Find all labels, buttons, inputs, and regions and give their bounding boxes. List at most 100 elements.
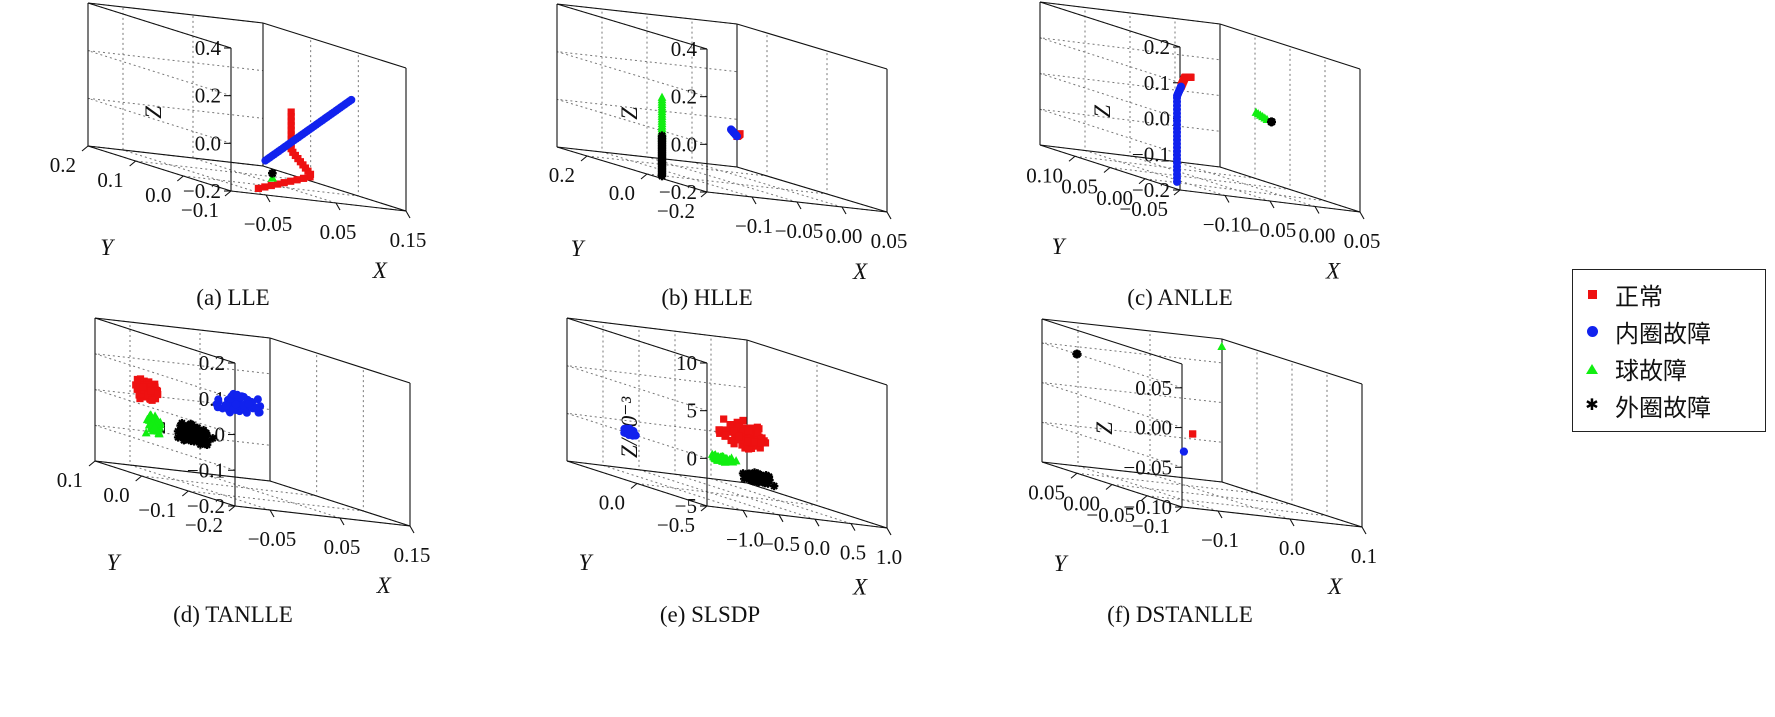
z-tick-label: 0.2 bbox=[1144, 35, 1170, 59]
green-triangle-marker-icon bbox=[1581, 358, 1603, 380]
series-circle bbox=[1173, 82, 1185, 186]
normal-point bbox=[154, 390, 162, 399]
z-tick-label: 0 bbox=[687, 446, 698, 470]
z-tick-label: 0.0 bbox=[1144, 107, 1170, 131]
inner-race-point bbox=[222, 401, 231, 410]
y-tick-label: 0.00 bbox=[1063, 492, 1100, 516]
subplot-caption: (e) SLSDP bbox=[660, 602, 760, 627]
series-star bbox=[268, 168, 277, 178]
y-tick-label: 0.0 bbox=[103, 483, 129, 507]
x-tick-label: 0.00 bbox=[1299, 224, 1336, 248]
red-square-marker-icon bbox=[1581, 284, 1603, 306]
z-tick-label: 0.4 bbox=[195, 36, 222, 60]
x-tick-label: 0.00 bbox=[826, 224, 863, 248]
z-tick-label: 0.00 bbox=[1135, 416, 1172, 440]
normal-point bbox=[720, 415, 728, 423]
x-tick-label: −0.5 bbox=[762, 532, 800, 556]
outer-race-point bbox=[742, 473, 752, 482]
ball-point bbox=[718, 453, 728, 462]
normal-point bbox=[726, 421, 734, 430]
x-tick-label: 0.0 bbox=[1279, 536, 1305, 560]
inner-race-point bbox=[733, 132, 741, 141]
grid bbox=[556, 3, 888, 213]
legend-label: 球故障 bbox=[1615, 359, 1687, 385]
x-tick-label: 1.0 bbox=[876, 545, 902, 569]
normal-point bbox=[743, 437, 751, 446]
normal-point bbox=[730, 427, 738, 435]
subplot-1: −0.2 0.0 0.2 0.4 −0.05 0.05 0.15 −0.1 0.0 0.1 0.2 Z… bbox=[50, 2, 426, 310]
x-tick-label: 0.1 bbox=[1351, 544, 1377, 568]
inner-race-point bbox=[347, 95, 356, 104]
inner-race-point bbox=[1177, 82, 1185, 91]
legend-item-normal: 正常 bbox=[1581, 276, 1757, 313]
normal-point bbox=[280, 179, 288, 187]
data-points bbox=[620, 415, 779, 491]
normal-point bbox=[132, 381, 140, 389]
legend-item-outer-race: ✱ 外圈故障 bbox=[1581, 387, 1757, 424]
y-axis-label: Y bbox=[107, 550, 122, 575]
y-tick-label: −0.5 bbox=[657, 513, 695, 537]
series-triangle bbox=[707, 449, 741, 466]
series-triangle bbox=[141, 410, 165, 438]
normal-point bbox=[1187, 73, 1195, 81]
y-axis-label: Y bbox=[571, 236, 586, 261]
series-square bbox=[715, 415, 770, 453]
z-tick-label: −0.2 bbox=[183, 179, 221, 203]
z-tick-label: 0.2 bbox=[195, 84, 221, 108]
normal-point bbox=[739, 427, 747, 435]
normal-point bbox=[306, 173, 314, 181]
y-tick-label: 0.05 bbox=[1028, 480, 1065, 504]
inner-race-point bbox=[244, 399, 253, 408]
normal-point bbox=[287, 122, 295, 130]
inner-race-point bbox=[253, 395, 262, 404]
subplot-caption: (b) HLLE bbox=[661, 285, 752, 310]
axes-box bbox=[87, 2, 407, 212]
inner-race-point bbox=[213, 403, 222, 412]
x-axis-label: X bbox=[372, 258, 388, 283]
normal-point bbox=[139, 383, 147, 391]
ball-point bbox=[146, 412, 156, 421]
normal-point bbox=[715, 426, 723, 434]
z-tick-label: 0.2 bbox=[671, 85, 697, 109]
outer-race-point bbox=[749, 476, 759, 485]
x-tick-label: −0.05 bbox=[775, 219, 824, 243]
x-axis-label: X bbox=[852, 575, 868, 600]
normal-point bbox=[750, 438, 759, 446]
normal-point bbox=[722, 426, 730, 434]
y-tick-label: 0.2 bbox=[50, 153, 76, 177]
series-circle bbox=[261, 95, 356, 165]
subplot-caption: (a) LLE bbox=[196, 285, 269, 310]
ball-point bbox=[150, 422, 159, 431]
z-axis-label: Z bbox=[1092, 422, 1117, 435]
data-points bbox=[132, 375, 265, 450]
axes-box bbox=[556, 3, 888, 213]
y-tick-label: 0.00 bbox=[1096, 186, 1133, 210]
inner-race-point bbox=[231, 400, 240, 409]
z-tick-label: −0.10 bbox=[1123, 495, 1172, 519]
normal-point bbox=[267, 181, 275, 190]
z-tick-label: −0.2 bbox=[187, 494, 225, 518]
normal-point bbox=[757, 439, 765, 447]
series-triangle bbox=[1251, 107, 1272, 123]
normal-point bbox=[735, 423, 744, 431]
normal-point bbox=[727, 436, 735, 445]
normal-point bbox=[287, 145, 295, 153]
normal-point bbox=[148, 396, 156, 404]
z-tick-label: −0.1 bbox=[187, 458, 225, 482]
data-points bbox=[1072, 341, 1227, 456]
inner-race-point bbox=[214, 395, 223, 404]
normal-point bbox=[287, 126, 295, 134]
series-circle bbox=[212, 389, 265, 417]
normal-point bbox=[293, 176, 301, 184]
outer-race-point bbox=[187, 420, 197, 430]
series-circle bbox=[1179, 447, 1188, 456]
ball-point bbox=[141, 428, 151, 437]
z-tick-label: 10 bbox=[676, 351, 697, 375]
x-tick-label: 0.15 bbox=[394, 543, 431, 567]
ball-point bbox=[726, 456, 736, 465]
data-points bbox=[1173, 73, 1276, 186]
grid bbox=[87, 2, 407, 212]
subplot-caption: (c) ANLLE bbox=[1127, 285, 1232, 310]
y-tick-label: −0.1 bbox=[138, 498, 176, 522]
